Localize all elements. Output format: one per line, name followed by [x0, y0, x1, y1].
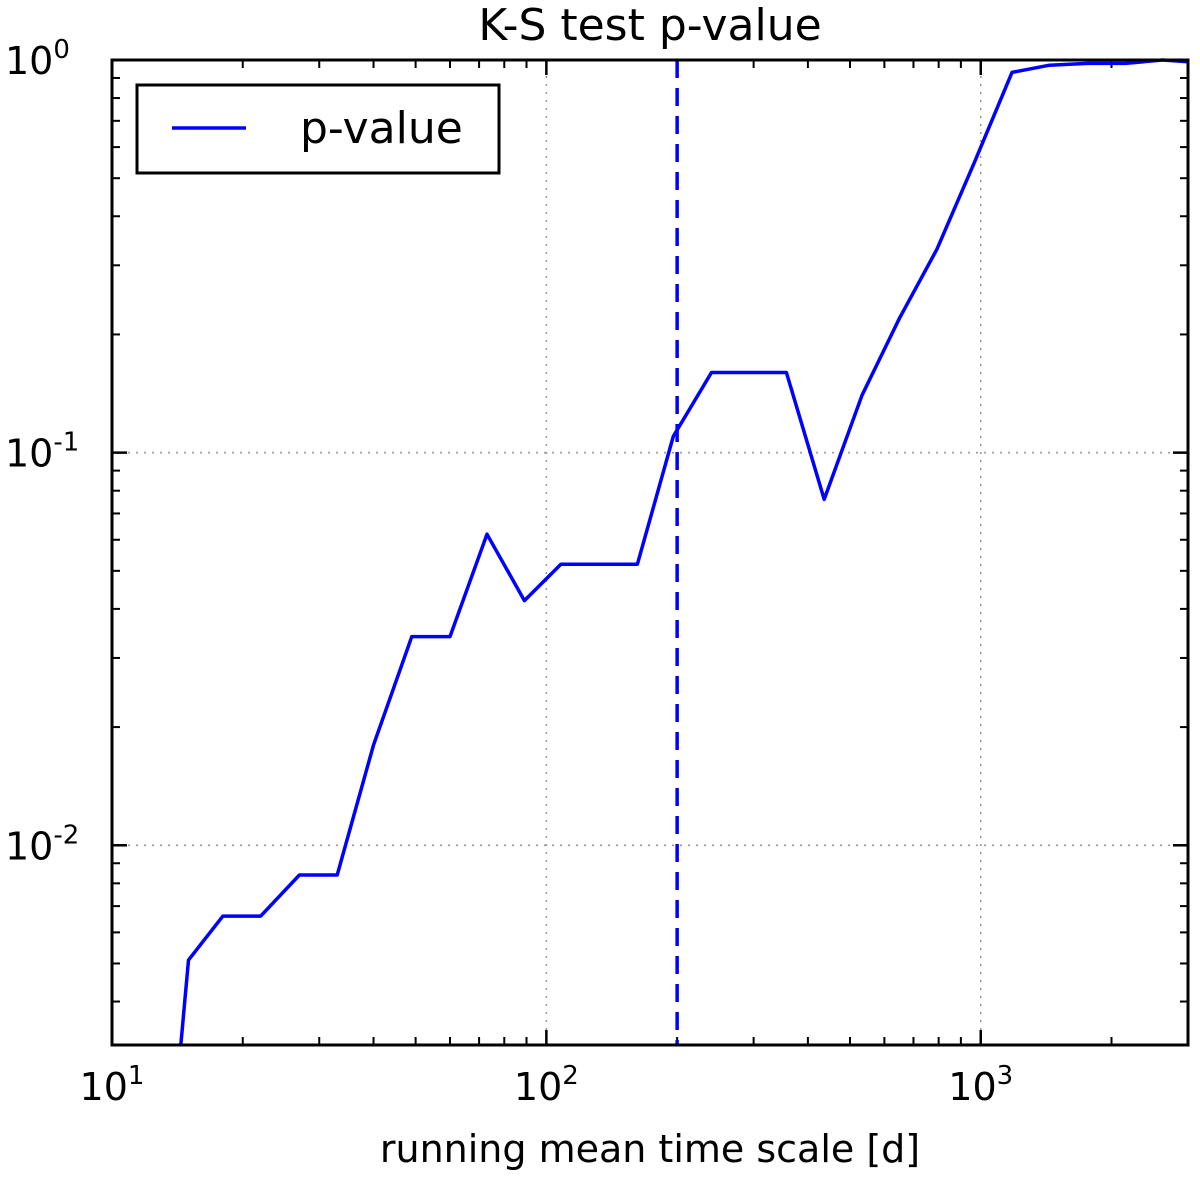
plot-area [112, 60, 1188, 1045]
x-tick-label-1: 102 [514, 1061, 579, 1109]
y-tick-label-base-0: 10 [5, 824, 53, 868]
x-tick-label-exp-1: 2 [562, 1061, 579, 1091]
x-tick-label-exp-0: 1 [128, 1061, 145, 1091]
y-tick-label-base-1: 10 [5, 432, 53, 476]
legend: p-value [135, 83, 501, 175]
plot-frame [110, 58, 1190, 1047]
x-tick-label-base-0: 10 [80, 1065, 128, 1109]
chart-title: K-S test p-value [478, 0, 821, 51]
x-tick-label-exp-2: 3 [997, 1061, 1014, 1091]
y-tick-label-exp-2: 0 [53, 35, 70, 65]
x-tick-label-base-2: 10 [948, 1065, 996, 1109]
series-layer [179, 58, 1189, 1046]
y-tick-label-exp-0: -2 [53, 820, 79, 850]
legend-label-p-value: p-value [300, 103, 463, 154]
x-tick-label-2: 103 [948, 1061, 1013, 1109]
y-tick-label-2: 100 [5, 35, 70, 83]
y-tick-label-0: 10-2 [5, 820, 79, 868]
y-tick-label-base-2: 10 [5, 39, 53, 83]
grid-lines [112, 60, 1188, 1045]
x-axis-label: running mean time scale [d] [380, 1127, 920, 1171]
x-tick-label-base-1: 10 [514, 1065, 562, 1109]
x-tick-labels: 101 102 103 [80, 1061, 1014, 1109]
series-line-0 [179, 58, 1189, 1046]
x-tick-label-0: 101 [80, 1061, 145, 1109]
y-tick-label-1: 10-1 [5, 428, 79, 476]
y-tick-label-exp-1: -1 [53, 428, 79, 458]
